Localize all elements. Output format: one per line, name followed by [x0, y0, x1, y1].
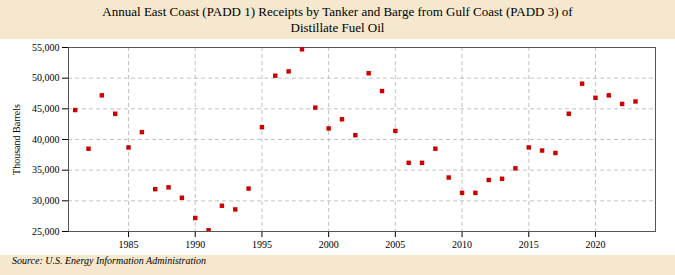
- svg-text:Thousand Barrels: Thousand Barrels: [11, 103, 22, 174]
- svg-text:2005: 2005: [385, 238, 405, 249]
- svg-text:1985: 1985: [119, 238, 139, 249]
- svg-text:25,000: 25,000: [32, 225, 60, 236]
- svg-text:55,000: 55,000: [32, 41, 60, 52]
- svg-text:2000: 2000: [319, 238, 339, 249]
- svg-text:2010: 2010: [452, 238, 472, 249]
- html-text:Source: U.S. Energy Informatio: Source: U.S. Energy Information Administ…: [12, 254, 207, 266]
- svg-text:35,000: 35,000: [32, 164, 60, 175]
- svg-text:30,000: 30,000: [32, 195, 60, 206]
- svg-text:45,000: 45,000: [32, 103, 60, 114]
- svg-text:1995: 1995: [252, 238, 272, 249]
- svg-text:40,000: 40,000: [32, 133, 60, 144]
- svg-text:1990: 1990: [185, 238, 205, 249]
- html-text:Annual East Coast (PADD 1) Rec: Annual East Coast (PADD 1) Receipts by T…: [102, 4, 573, 36]
- svg-text:50,000: 50,000: [32, 72, 60, 83]
- svg-text:2015: 2015: [519, 238, 539, 249]
- svg-text:2020: 2020: [585, 238, 605, 249]
